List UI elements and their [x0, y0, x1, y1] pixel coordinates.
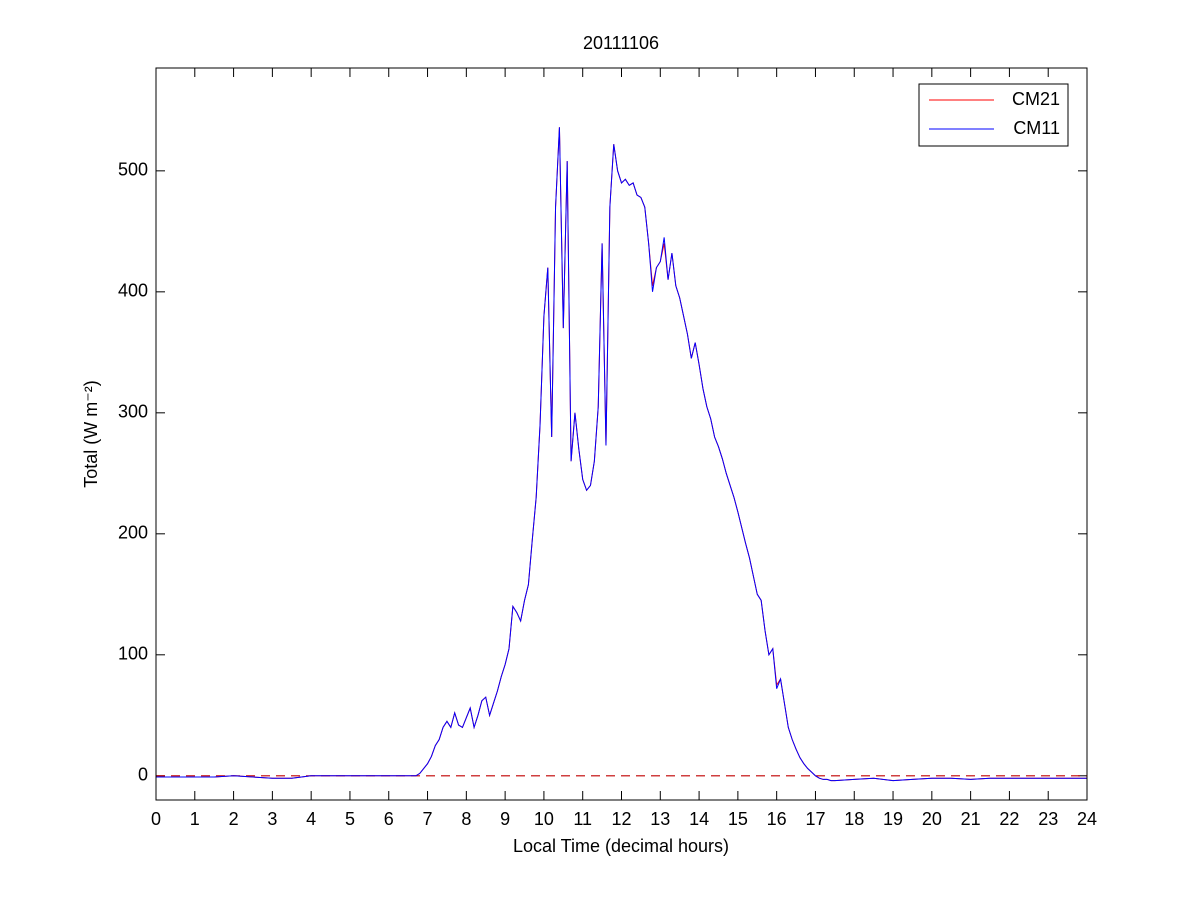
x-tick-label: 4: [306, 809, 316, 829]
x-tick-label: 18: [844, 809, 864, 829]
x-tick-label: 23: [1038, 809, 1058, 829]
x-tick-label: 12: [611, 809, 631, 829]
y-tick-label: 100: [118, 644, 148, 664]
x-tick-label: 22: [999, 809, 1019, 829]
y-tick-label: 300: [118, 402, 148, 422]
x-tick-label: 11: [573, 809, 592, 829]
y-tick-label: 200: [118, 523, 148, 543]
x-tick-label: 6: [384, 809, 394, 829]
x-tick-label: 1: [190, 809, 200, 829]
x-tick-label: 0: [151, 809, 161, 829]
x-tick-label: 21: [961, 809, 981, 829]
legend-box: [918, 83, 1069, 147]
legend-label: CM11: [1013, 118, 1060, 138]
x-tick-label: 14: [689, 809, 709, 829]
y-axis-label: Total (W m⁻²): [81, 380, 101, 488]
series-line: [156, 127, 1087, 782]
x-tick-label: 16: [767, 809, 787, 829]
x-tick-label: 5: [345, 809, 355, 829]
y-tick-label: 400: [118, 281, 148, 301]
chart-title: 20111106: [583, 33, 659, 53]
legend-label: CM21: [1012, 89, 1060, 109]
x-tick-label: 3: [267, 809, 277, 829]
x-tick-label: 2: [229, 809, 239, 829]
x-tick-label: 10: [534, 809, 554, 829]
x-tick-label: 17: [805, 809, 825, 829]
y-tick-label: 500: [118, 160, 148, 180]
x-tick-label: 15: [728, 809, 748, 829]
x-tick-label: 24: [1077, 809, 1097, 829]
x-tick-label: 9: [500, 809, 510, 829]
x-axis-label: Local Time (decimal hours): [513, 836, 729, 856]
x-tick-label: 8: [461, 809, 471, 829]
x-tick-label: 19: [883, 809, 903, 829]
x-tick-label: 7: [423, 809, 433, 829]
x-tick-label: 20: [922, 809, 942, 829]
x-tick-label: 13: [650, 809, 670, 829]
y-tick-label: 0: [138, 765, 148, 785]
plot-frame: [155, 67, 1088, 801]
